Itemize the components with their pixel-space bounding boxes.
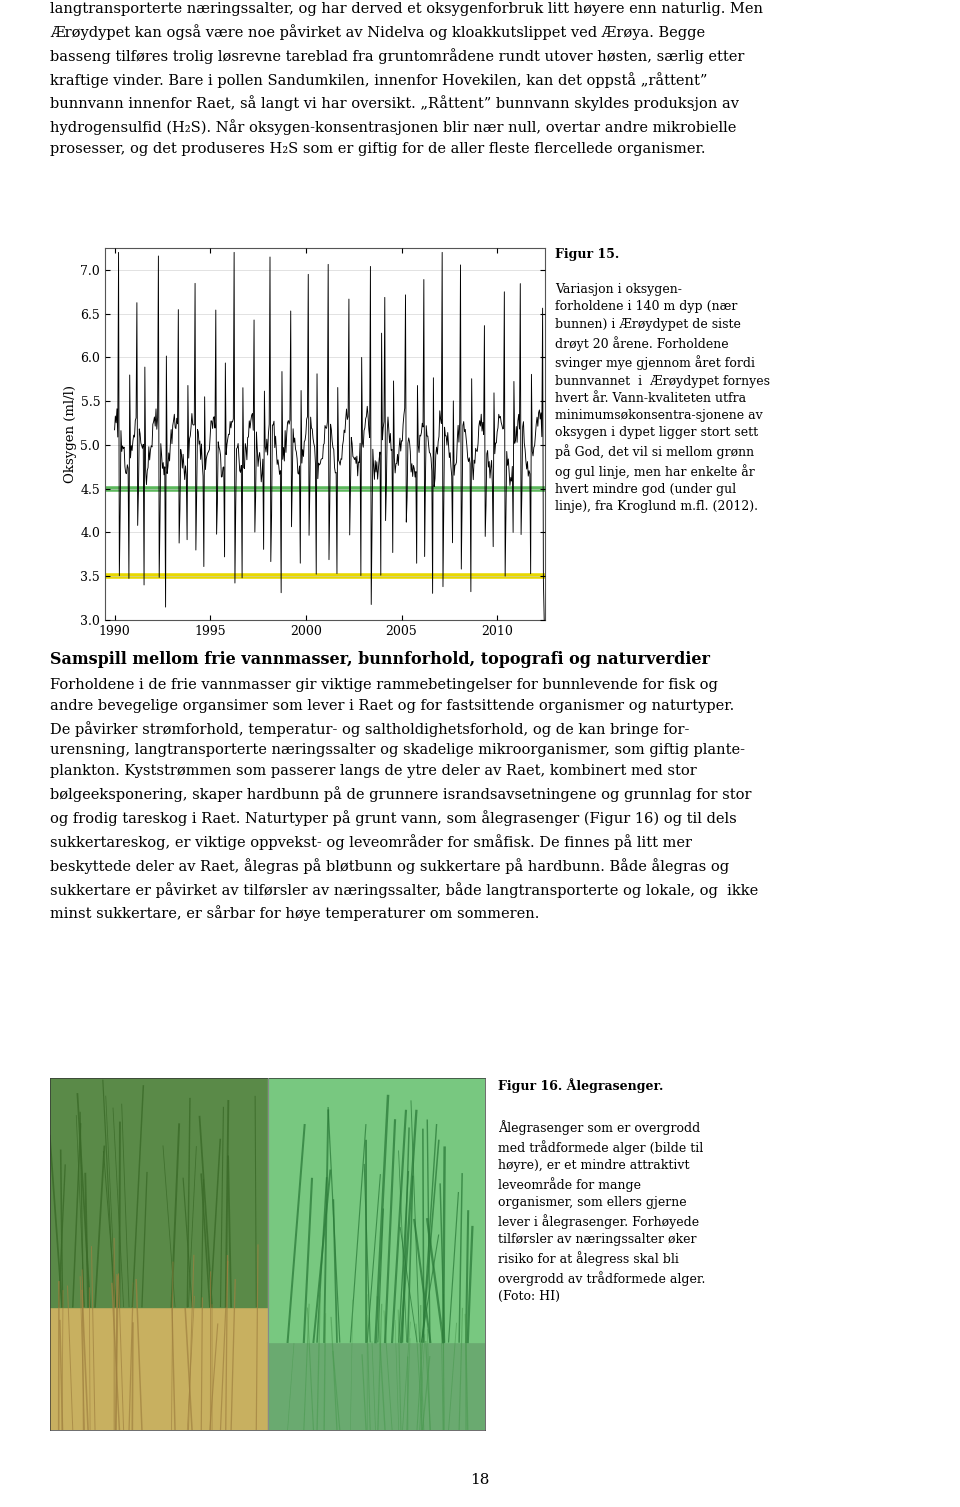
- Text: langtransporterte næringssalter, og har derved et oksygenforbruk litt høyere enn: langtransporterte næringssalter, og har …: [50, 2, 763, 157]
- Bar: [50, 1078, 268, 1307]
- Text: Samspill mellom frie vannmasser, bunnforhold, topografi og naturverdier: Samspill mellom frie vannmasser, bunnfor…: [50, 651, 709, 669]
- Text: Figur 15.: Figur 15.: [555, 249, 619, 261]
- Text: Figur 16. Ålegrasenger.: Figur 16. Ålegrasenger.: [498, 1078, 663, 1093]
- Text: Ålegrasenger som er overgrodd
med trådformede alger (bilde til
høyre), er et min: Ålegrasenger som er overgrodd med trådfo…: [498, 1120, 706, 1304]
- Text: Forholdene i de frie vannmasser gir viktige rammebetingelser for bunnlevende for: Forholdene i de frie vannmasser gir vikt…: [50, 678, 758, 921]
- Bar: [268, 1078, 485, 1343]
- Bar: [268, 1343, 485, 1430]
- Text: Variasjon i oksygen-
forholdene i 140 m dyp (nær
bunnen) i Ærøydypet de siste
dr: Variasjon i oksygen- forholdene i 140 m …: [555, 283, 770, 514]
- Text: 18: 18: [470, 1472, 490, 1487]
- Y-axis label: Oksygen (ml/l): Oksygen (ml/l): [64, 384, 78, 484]
- Bar: [50, 1307, 268, 1430]
